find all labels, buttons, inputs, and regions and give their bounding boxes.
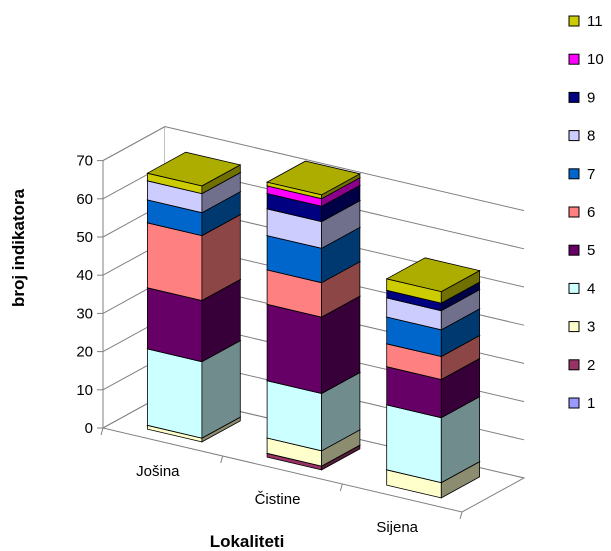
bars — [146, 151, 481, 499]
x-tick-label: Čistine — [255, 491, 301, 508]
y-tick-label: 20 — [76, 344, 93, 361]
x-tick-mark — [459, 511, 463, 520]
legend-label-11: 11 — [587, 13, 603, 30]
legend-label-7: 7 — [587, 166, 595, 183]
y-tick-label: 60 — [76, 191, 93, 208]
legend-swatch-11 — [568, 15, 580, 27]
x-tick-mark — [339, 483, 343, 492]
x-tick-mark — [220, 455, 224, 464]
gridline — [102, 126, 525, 212]
legend-swatch-4 — [568, 282, 580, 294]
legend-label-2: 2 — [587, 357, 595, 374]
legend-label-10: 10 — [587, 51, 604, 68]
x-tick-mark — [100, 427, 104, 436]
legend-label-3: 3 — [587, 319, 595, 336]
legend-swatch-2 — [568, 359, 580, 371]
legend-label-4: 4 — [587, 280, 595, 297]
y-tick-label: 30 — [76, 305, 93, 322]
legend-swatch-3 — [568, 321, 580, 333]
bar-Jošina-series-6-front — [146, 222, 203, 302]
legend-swatch-8 — [568, 130, 580, 142]
x-axis-ticks: Jošina Čistine Sijena — [100, 427, 463, 536]
legend-label-5: 5 — [587, 242, 595, 259]
bar-Jošina-series-4-front — [146, 348, 203, 439]
y-tick-label: 40 — [76, 267, 93, 284]
y-tick-label: 10 — [76, 382, 93, 399]
legend: 11 10 9 8 7 6 5 4 3 2 1 — [568, 13, 604, 412]
legend-swatch-5 — [568, 244, 580, 256]
x-tick-label: Sijena — [376, 519, 418, 536]
legend-swatch-10 — [568, 53, 580, 65]
y-tick-label: 0 — [85, 420, 93, 437]
legend-label-6: 6 — [587, 204, 595, 221]
bar-Čistine-series-11-top — [265, 160, 362, 196]
legend-label-8: 8 — [587, 128, 595, 145]
legend-swatch-1 — [568, 397, 580, 409]
y-axis-ticks: 0 10 20 30 40 50 60 70 — [76, 153, 103, 437]
legend-swatch-9 — [568, 91, 580, 103]
legend-label-9: 9 — [587, 89, 595, 106]
legend-swatch-6 — [568, 206, 580, 218]
legend-label-1: 1 — [587, 395, 595, 412]
y-tick-label: 70 — [76, 153, 93, 170]
y-axis-title: broj indikatora — [9, 188, 28, 307]
bar-Čistine-series-5-front — [266, 303, 323, 395]
x-tick-label: Jošina — [136, 463, 180, 480]
bar-Sijena-series-4-front — [386, 404, 442, 484]
bar-Sijena-series-11-top — [385, 257, 481, 293]
legend-swatch-7 — [568, 168, 580, 180]
x-axis-title: Lokaliteti — [210, 532, 285, 551]
y-tick-label: 50 — [76, 229, 93, 246]
bar-Jošina-series-11-top — [146, 151, 242, 187]
